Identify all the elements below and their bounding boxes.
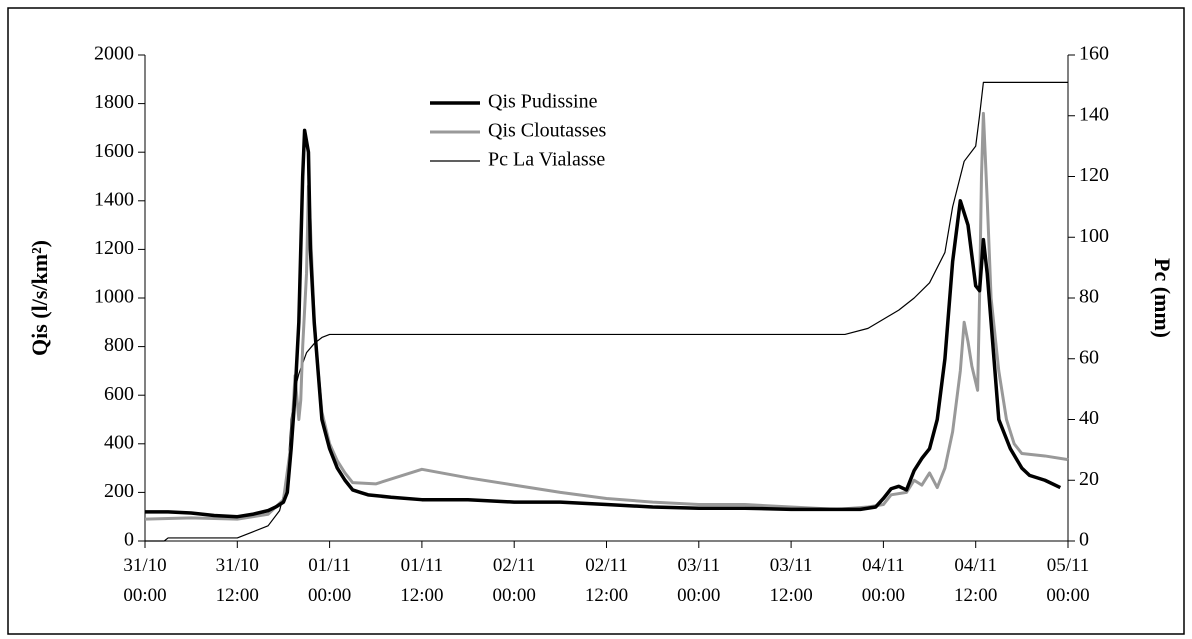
x-tick-label: 04/11 00:00 — [861, 555, 906, 606]
y-tick-label: 1000 — [94, 286, 134, 308]
y-tick-label: 1600 — [94, 140, 134, 162]
y-tick-label: 0 — [124, 529, 134, 551]
y2-axis-label: Pc (mm) — [1150, 258, 1175, 338]
y2-tick-label: 120 — [1079, 164, 1109, 186]
x-tick-label: 03/11 12:00 — [769, 555, 813, 606]
series-line — [145, 128, 1062, 519]
y-tick-label: 200 — [104, 480, 134, 502]
y2-tick-label: 60 — [1079, 346, 1099, 368]
y2-tick-label: 140 — [1079, 103, 1109, 125]
y-axis-label: Qis (l/s/km²) — [27, 240, 52, 356]
frame — [7, 7, 1185, 635]
x-tick-label: 01/11 12:00 — [400, 555, 444, 606]
y2-tick-label: 160 — [1079, 43, 1109, 65]
y2-tick-label: 40 — [1079, 407, 1099, 429]
x-tick-label: 02/11 00:00 — [492, 555, 536, 606]
y2-tick-label: 80 — [1079, 286, 1099, 308]
x-tick-label: 05/11 00:00 — [1046, 555, 1090, 606]
y-tick-label: 600 — [104, 383, 134, 405]
y-tick-label: 1800 — [94, 91, 134, 113]
y2-tick-label: 0 — [1079, 529, 1089, 551]
x-tick-label: 04/11 12:00 — [954, 555, 998, 606]
y2-tick-label: 100 — [1079, 225, 1109, 247]
x-tick-label: 03/11 00:00 — [677, 555, 721, 606]
y-tick-label: 400 — [104, 431, 134, 453]
legend-label: Qis Cloutasses — [488, 120, 607, 142]
series-line — [145, 81, 1068, 542]
series-line — [144, 111, 1069, 521]
x-tick-label: 02/11 12:00 — [584, 555, 629, 606]
y-tick-label: 1200 — [94, 237, 134, 259]
x-tick-label: 31/10 12:00 — [215, 555, 259, 606]
x-tick-label: 31/10 00:00 — [123, 555, 167, 606]
legend-label: Qis Pudissine — [488, 91, 598, 113]
y-tick-label: 2000 — [94, 43, 134, 65]
legend-label: Pc La Vialasse — [488, 149, 605, 171]
y2-tick-label: 20 — [1079, 468, 1099, 490]
y-tick-label: 1400 — [94, 188, 134, 210]
y-tick-label: 800 — [104, 334, 134, 356]
x-tick-label: 01/11 00:00 — [307, 555, 352, 606]
